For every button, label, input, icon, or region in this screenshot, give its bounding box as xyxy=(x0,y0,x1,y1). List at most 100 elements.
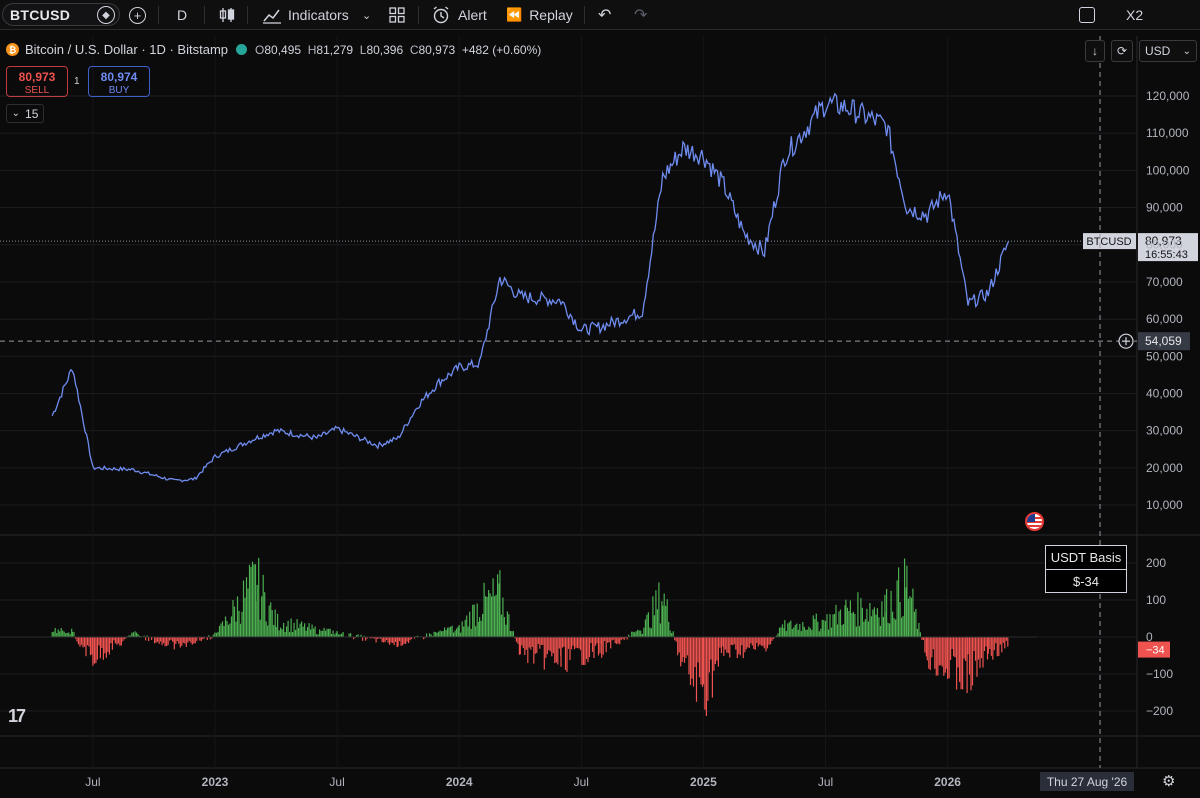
symbol-search[interactable]: BTCUSD ◆ xyxy=(2,3,120,26)
toolbar-divider xyxy=(247,6,248,24)
price-tick-label: 40,000 xyxy=(1146,386,1183,400)
chevron-down-icon: ⌄ xyxy=(362,9,372,22)
crosshair-date-badge: Thu 27 Aug '26 xyxy=(1040,772,1134,791)
grid-lines xyxy=(0,36,1200,769)
compare-button[interactable]: + xyxy=(129,0,146,30)
layout-label: X2 xyxy=(1126,7,1144,23)
currency-label: USD xyxy=(1145,44,1171,58)
redo-icon: ↷ xyxy=(634,7,648,24)
chevron-down-icon: ⌄ xyxy=(1182,45,1191,57)
indicators-icon xyxy=(263,9,281,24)
price-tick-label: 30,000 xyxy=(1146,424,1183,438)
market-open-icon xyxy=(236,44,247,55)
last-symbol-badge xyxy=(1083,233,1136,250)
toolbar-divider xyxy=(418,6,419,24)
tradingview-logo-icon: 17 xyxy=(8,706,26,726)
price-series xyxy=(51,92,1010,483)
arrow-down-icon: ↓ xyxy=(1092,44,1098,58)
symbol-title[interactable]: Bitcoin / U.S. Dollar · 1D · Bitstamp xyxy=(25,42,228,57)
plus-circle-icon: + xyxy=(129,6,146,24)
sell-button[interactable]: 80,973 SELL xyxy=(6,66,68,97)
undo-icon: ↶ xyxy=(598,7,612,24)
price-tick-label: 110,000 xyxy=(1146,126,1189,140)
replay-label: Replay xyxy=(529,7,573,23)
grid-layout-icon xyxy=(389,7,405,23)
time-tick-label: 2023 xyxy=(202,775,229,789)
square-icon xyxy=(1079,7,1095,23)
toolbar-divider xyxy=(584,6,585,24)
crosshair-price-badge xyxy=(1138,332,1190,351)
ohlc-values: O80,495 H81,279 L80,396 C80,973 +482 (+0… xyxy=(255,42,542,57)
basis-last-label: −34 xyxy=(1146,645,1165,657)
price-tick-label: 120,000 xyxy=(1146,89,1190,103)
bitcoin-icon: ₿ xyxy=(6,43,19,56)
basis-histogram xyxy=(0,557,1037,717)
undo-button[interactable]: ↶ xyxy=(598,0,611,30)
chart-type-button[interactable] xyxy=(218,0,236,30)
price-tick-label: 90,000 xyxy=(1146,201,1183,215)
price-tick-label: 100,000 xyxy=(1146,163,1190,177)
indicators-label: Indicators xyxy=(288,7,349,23)
alert-label: Alert xyxy=(458,7,487,23)
last-price-label: 80,973 xyxy=(1145,234,1182,248)
time-tick-label: 2026 xyxy=(934,775,961,789)
indicator-count: 15 xyxy=(25,106,39,121)
top-toolbar: BTCUSD ◆ + D Indicators ⌄ xyxy=(0,0,1200,30)
usdt-basis-panel: USDT Basis $-34 xyxy=(1045,545,1127,593)
refresh-icon: ⟳ xyxy=(1116,44,1128,58)
price-tick-label: 20,000 xyxy=(1146,461,1183,475)
toolbar-divider xyxy=(158,6,159,24)
last-symbol-label: BTCUSD xyxy=(1086,236,1131,248)
sell-price: 80,973 xyxy=(18,70,56,84)
indicators-dropdown[interactable]: ⌄ xyxy=(362,0,371,30)
usdt-basis-title: USDT Basis xyxy=(1046,546,1126,570)
alert-button[interactable]: Alert xyxy=(431,0,487,30)
alarm-clock-icon xyxy=(433,6,449,24)
redo-button[interactable]: ↷ xyxy=(634,0,647,30)
collapse-indicators-button[interactable]: ⌄ 15 xyxy=(6,104,44,123)
refresh-button[interactable]: ⟳ xyxy=(1111,40,1133,62)
crosshair-price-label: 54,059 xyxy=(1145,334,1182,348)
time-tick-label: Jul xyxy=(574,775,589,789)
price-tick-label: 50,000 xyxy=(1146,349,1183,363)
basis-tick-label: 100 xyxy=(1146,593,1166,607)
sell-label: SELL xyxy=(24,85,50,96)
countdown-label: 16:55:43 xyxy=(1145,249,1188,261)
interval-button[interactable]: D xyxy=(177,0,187,30)
replay-button[interactable]: ⏪ Replay xyxy=(506,0,573,30)
time-tick-label: Jul xyxy=(329,775,344,789)
time-tick-label: 2025 xyxy=(690,775,717,789)
gear-icon[interactable]: ⚙ xyxy=(1162,773,1176,790)
indicators-button[interactable]: Indicators xyxy=(262,0,349,30)
chart-legend: ₿ Bitcoin / U.S. Dollar · 1D · Bitstamp … xyxy=(6,42,541,57)
fullscreen-button[interactable] xyxy=(1079,0,1095,30)
spread-value: 1 xyxy=(74,76,80,87)
axis-labels: 120,000 110,000 100,000 90,000 80,000 70,000 6… xyxy=(85,89,1189,789)
price-tick-label: 10,000 xyxy=(1146,498,1183,512)
basis-tick-label: −100 xyxy=(1146,667,1173,681)
buy-label: BUY xyxy=(108,85,130,96)
diamond-icon[interactable]: ◆ xyxy=(97,6,115,24)
basis-last-badge xyxy=(1138,641,1170,658)
last-price-badge xyxy=(1138,233,1198,262)
basis-tick-label: 200 xyxy=(1146,556,1166,570)
scroll-to-latest-button[interactable]: ↓ xyxy=(1085,40,1105,62)
chevron-down-icon: ⌄ xyxy=(11,108,21,119)
rewind-icon: ⏪ xyxy=(506,7,523,22)
price-tick-label: 60,000 xyxy=(1146,312,1183,326)
toolbar-divider xyxy=(204,6,205,24)
us-flag-icon[interactable] xyxy=(1025,512,1044,531)
time-tick-label: 2024 xyxy=(446,775,473,789)
layout-multiplier[interactable]: X2 xyxy=(1126,0,1143,30)
symbol-label: BTCUSD xyxy=(10,7,71,23)
basis-tick-label: −200 xyxy=(1146,704,1173,718)
time-tick-label: Jul xyxy=(85,775,100,789)
candles-icon xyxy=(219,8,235,22)
time-tick-label: Jul xyxy=(818,775,833,789)
currency-select[interactable]: USD ⌄ xyxy=(1139,40,1197,62)
buy-button[interactable]: 80,974 BUY xyxy=(88,66,150,97)
layouts-button[interactable] xyxy=(389,0,405,30)
price-line xyxy=(51,92,1010,483)
